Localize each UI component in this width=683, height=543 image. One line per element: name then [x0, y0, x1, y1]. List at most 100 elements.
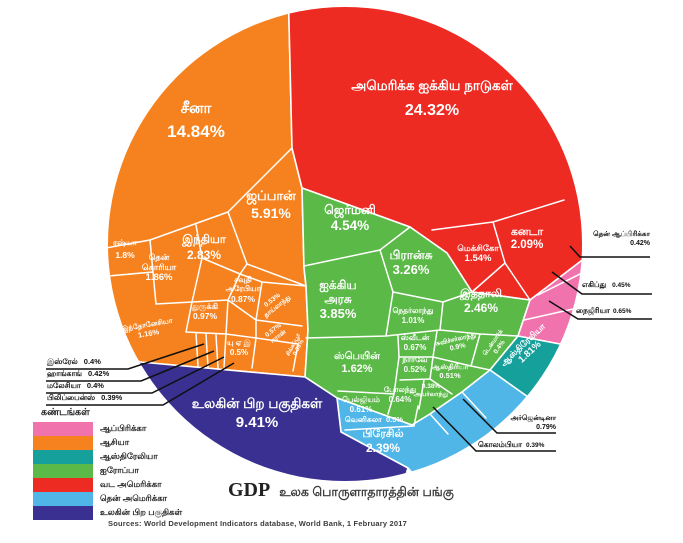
callout-line-colombia: [432, 406, 556, 452]
cell-label-italy: இத்தாலி 2.46%: [439, 288, 524, 315]
country-name: ஸ்பெயின்: [334, 351, 380, 362]
legend-label: வட அமெரிக்கா: [100, 479, 162, 489]
country-name: அமெரிக்க ஐக்கிய நாடுகள்: [351, 78, 513, 93]
country-name: கொலம்பியா: [478, 440, 523, 449]
cell-label-germany: ஜெர்மனி 4.54%: [303, 203, 398, 234]
cell-label-china: சீனா 14.84%: [141, 100, 251, 142]
country-name: தென் ஆப்பிரிக்கா: [593, 231, 650, 238]
country-name: ரஷ்யா: [112, 238, 138, 247]
country-name: இத்தாலி: [460, 288, 502, 300]
callout-line-hongkong: [46, 350, 215, 382]
country-value: 0.79%: [536, 424, 556, 432]
callout-line-nigeria: [548, 300, 652, 320]
country-name: அயர்லாந்து: [413, 390, 449, 398]
cell-label-russia: ரஷ்யா 1.8%: [99, 238, 151, 260]
callout-line-israel: [46, 343, 205, 370]
country-value: 0.39%: [526, 442, 545, 449]
cell-label-brazil: பிரேசில் 2.39%: [346, 428, 421, 455]
country-value: 0.4%: [86, 381, 104, 390]
country-value: 4.54%: [330, 217, 370, 233]
cell-label-rest-of-world: உலகின் பிற பகுதிகள் 9.41%: [165, 396, 350, 432]
country-value: 2.46%: [463, 300, 499, 315]
legend-row-asia: ஆசியா: [33, 436, 182, 450]
country-value: 0.5%: [385, 415, 404, 424]
country-value: 1.8%: [115, 250, 135, 261]
country-name: பெல்ஜியம்: [342, 395, 380, 404]
cell-label-poland: போலந்து 0.64%: [373, 385, 427, 404]
legend-row-south-america: தென் அமெரிக்கா: [33, 492, 182, 506]
country-value: 1.01%: [401, 315, 425, 325]
country-value: 24.32%: [404, 101, 460, 119]
country-name: துருக்கி: [191, 302, 219, 311]
callout-line-argentina: [462, 398, 556, 434]
legend-swatch-north-america: [33, 478, 93, 492]
cell-label-turkey: துருக்கி 0.97%: [179, 302, 231, 321]
cell-label-mexico: மெக்சிகோ 1.54%: [438, 243, 518, 264]
country-value: 1.62%: [341, 362, 373, 375]
country-name: பிலிப்பைன்ஸ்: [47, 393, 96, 402]
cell-label-ireland: 0.38% அயர்லாந்து: [403, 383, 459, 398]
country-name: கனடா: [510, 226, 544, 238]
callout-israel: இஸ்ரேல் 0.4%: [47, 357, 101, 367]
legend-label: தென் அமெரிக்கா: [100, 493, 168, 503]
country-name: வெனிசுலா: [344, 415, 382, 424]
legend-swatch-rest-of-world: [33, 506, 93, 520]
country-value: 2.83%: [186, 247, 222, 262]
callout-south-africa: தென் ஆப்பிரிக்கா 0.42%: [566, 230, 650, 248]
cell-label-venezuela: வெனிசுலா 0.5%: [327, 409, 422, 428]
cell-label-belgium: பெல்ஜியம் 0.61%: [332, 395, 390, 414]
country-name: மெக்சிகோ: [457, 243, 499, 253]
legend-label: ஆப்பிரிக்கா: [100, 423, 147, 433]
cell-label-norway: நார்வே 0.52%: [389, 355, 441, 374]
callout-line-malaysia: [46, 356, 225, 394]
country-value: 0.51%: [439, 371, 461, 381]
country-name: ஜப்பான்: [246, 188, 296, 203]
country-name: பிரேசில்: [362, 428, 404, 440]
cell-label-india: இந்தியா 2.83%: [159, 234, 249, 262]
country-value: 9.41%: [235, 413, 279, 431]
country-value: 0.42%: [87, 369, 110, 378]
country-name: இஸ்ரேல்: [47, 357, 78, 366]
legend-swatch-asia: [33, 436, 93, 450]
callout-nigeria: நைஜீரியா 0.65%: [576, 306, 654, 316]
callout-malaysia: மலேசியா 0.4%: [47, 381, 104, 391]
country-value: 1.86%: [145, 272, 173, 284]
country-name: ஜெர்மனி: [324, 203, 376, 217]
country-name: ஆஸ்திரியா: [431, 364, 469, 371]
legend-label: ஐரோப்பா: [100, 465, 139, 475]
cell-label-japan: ஜப்பான் 5.91%: [221, 188, 321, 222]
country-name: தென் கொரியா: [141, 252, 177, 273]
country-name: ஐக்கிய அரசு: [319, 278, 357, 307]
legend-swatch-australia: [33, 450, 93, 464]
cell-borders-north-america: [431, 199, 565, 301]
country-name: சீனா: [180, 100, 212, 117]
callout-hongkong: ஹாங்காங் 0.42%: [47, 369, 109, 379]
country-name: சவுதி அரேபியா: [225, 275, 261, 293]
country-value: 0.45%: [612, 282, 631, 289]
legend-title: கண்டங்கள்: [41, 407, 90, 418]
country-name: உலகின் பிற பகுதிகள்: [191, 396, 323, 411]
callout-line-egypt: [551, 271, 652, 295]
cell-borders-europe: [303, 226, 519, 415]
cell-label-canada: கனடா 2.09%: [487, 226, 567, 253]
country-value: 2.09%: [510, 238, 544, 251]
legend-swatch-europe: [33, 464, 93, 478]
country-value: 0.39%: [101, 393, 123, 402]
cell-borders-asia: [108, 147, 307, 372]
legend-row-australia: ஆஸ்திரேலியா: [33, 450, 182, 464]
country-value: 5.91%: [251, 205, 291, 222]
country-name: அர்ஜென்டினா: [510, 415, 556, 422]
callout-line-philippines: [46, 362, 235, 406]
cell-label-france: பிரான்சு 3.26%: [364, 248, 459, 277]
cell-label-saudi-arabia: சவுதி அரேபியா 0.87%: [216, 275, 270, 304]
cell-label-uae: யு ஏ இ 0.5%: [216, 338, 262, 357]
country-name: எகிப்து: [582, 280, 607, 289]
legend-swatch-africa: [33, 422, 93, 436]
callout-line-south-africa: [569, 245, 650, 258]
country-name: ஹாங்காங்: [47, 369, 82, 378]
legend: கண்டங்கள் ஆப்பிரிக்கா ஆசியா ஆஸ்திரேலியா …: [33, 407, 182, 520]
country-name: போலந்து: [383, 385, 417, 394]
country-value: 3.26%: [392, 262, 430, 278]
country-name: நார்வே: [402, 355, 428, 364]
country-name: மலேசியா: [47, 381, 81, 390]
